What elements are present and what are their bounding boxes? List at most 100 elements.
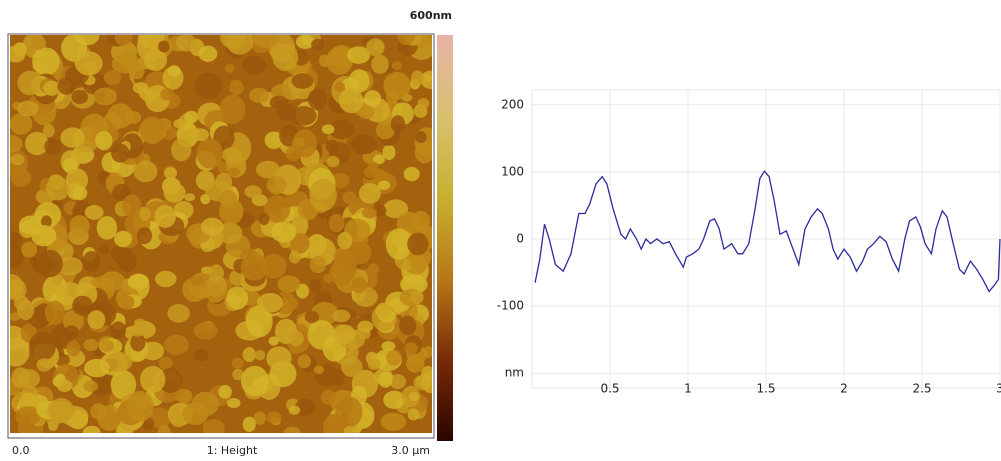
grain	[372, 154, 385, 165]
grain	[288, 250, 301, 264]
grain	[72, 185, 88, 201]
grain	[311, 38, 325, 51]
grain	[404, 342, 418, 355]
grain	[229, 80, 244, 96]
grain	[343, 426, 355, 433]
grain	[158, 356, 173, 370]
x-tick-label: 1.5	[756, 382, 775, 396]
grain	[66, 340, 81, 357]
grain	[295, 35, 315, 49]
grain	[163, 334, 189, 355]
grain	[318, 54, 331, 67]
grain	[313, 365, 324, 375]
grain	[157, 425, 171, 433]
grain	[72, 295, 93, 316]
grain	[10, 337, 30, 367]
image-frame	[7, 33, 435, 439]
grain	[226, 286, 249, 310]
grain	[264, 131, 283, 150]
grain	[410, 70, 425, 87]
grain	[31, 225, 57, 247]
grain	[375, 302, 392, 320]
y-tick-label: nm	[505, 366, 524, 380]
grain	[363, 90, 382, 107]
grain	[229, 269, 246, 286]
grain	[117, 249, 137, 273]
profile-line	[534, 170, 1001, 293]
x-tick-label: 0.5	[600, 382, 619, 396]
grain	[167, 65, 181, 78]
grain	[226, 167, 240, 177]
grain	[389, 374, 407, 390]
grain	[291, 73, 314, 89]
grain	[249, 87, 270, 103]
grain	[155, 270, 177, 288]
grain	[403, 166, 420, 182]
grain	[240, 253, 269, 281]
grain	[69, 215, 90, 238]
grain	[56, 379, 73, 392]
grain	[144, 48, 168, 72]
grain	[107, 103, 134, 129]
grain	[414, 141, 432, 164]
grain	[367, 263, 380, 276]
grain	[57, 256, 83, 276]
x-tick-label: 2.5	[912, 382, 931, 396]
grain	[196, 138, 223, 169]
grain	[338, 88, 364, 114]
grain	[31, 36, 47, 51]
grain	[254, 350, 266, 361]
grain	[128, 63, 145, 80]
grain	[290, 106, 317, 126]
grain	[127, 273, 150, 290]
grain	[103, 69, 122, 86]
grain	[122, 295, 135, 309]
grain	[351, 276, 367, 294]
grain	[309, 178, 337, 212]
grain	[99, 244, 110, 255]
grain	[377, 180, 391, 190]
afm-panel: 600nm 0.0 1: Height 3.0 µm	[7, 9, 453, 457]
grain	[191, 128, 209, 142]
grain	[231, 357, 244, 370]
grain	[414, 131, 427, 144]
grain	[95, 131, 113, 151]
grain	[167, 304, 190, 323]
grain	[139, 207, 151, 221]
y-tick-label: 0	[516, 232, 524, 246]
grain	[383, 199, 409, 219]
grain	[330, 368, 345, 386]
grain	[132, 82, 149, 94]
grain	[215, 172, 233, 192]
grain	[194, 72, 223, 100]
grain	[44, 300, 66, 325]
grain	[288, 405, 301, 415]
grain	[309, 279, 322, 293]
grain	[256, 160, 281, 179]
grain	[119, 49, 138, 69]
grain	[263, 195, 291, 223]
grain	[292, 129, 318, 158]
afm-texture	[10, 35, 432, 433]
grain	[378, 371, 393, 388]
grain	[96, 216, 118, 240]
grain	[346, 46, 371, 64]
grain	[252, 35, 279, 48]
grain	[244, 185, 262, 199]
grain	[10, 231, 23, 249]
grain	[133, 318, 147, 328]
grain	[410, 290, 424, 305]
grain	[171, 138, 192, 162]
grain	[42, 124, 55, 138]
grain	[242, 416, 256, 432]
grain	[221, 147, 242, 163]
grain	[421, 370, 432, 394]
grain	[41, 215, 52, 228]
grain	[10, 113, 33, 135]
grain	[219, 94, 246, 124]
y-tick-label: 200	[501, 97, 524, 111]
scale-max-label: 600nm	[410, 9, 452, 22]
grain	[65, 168, 89, 192]
grain	[175, 35, 197, 52]
grain	[36, 358, 53, 372]
